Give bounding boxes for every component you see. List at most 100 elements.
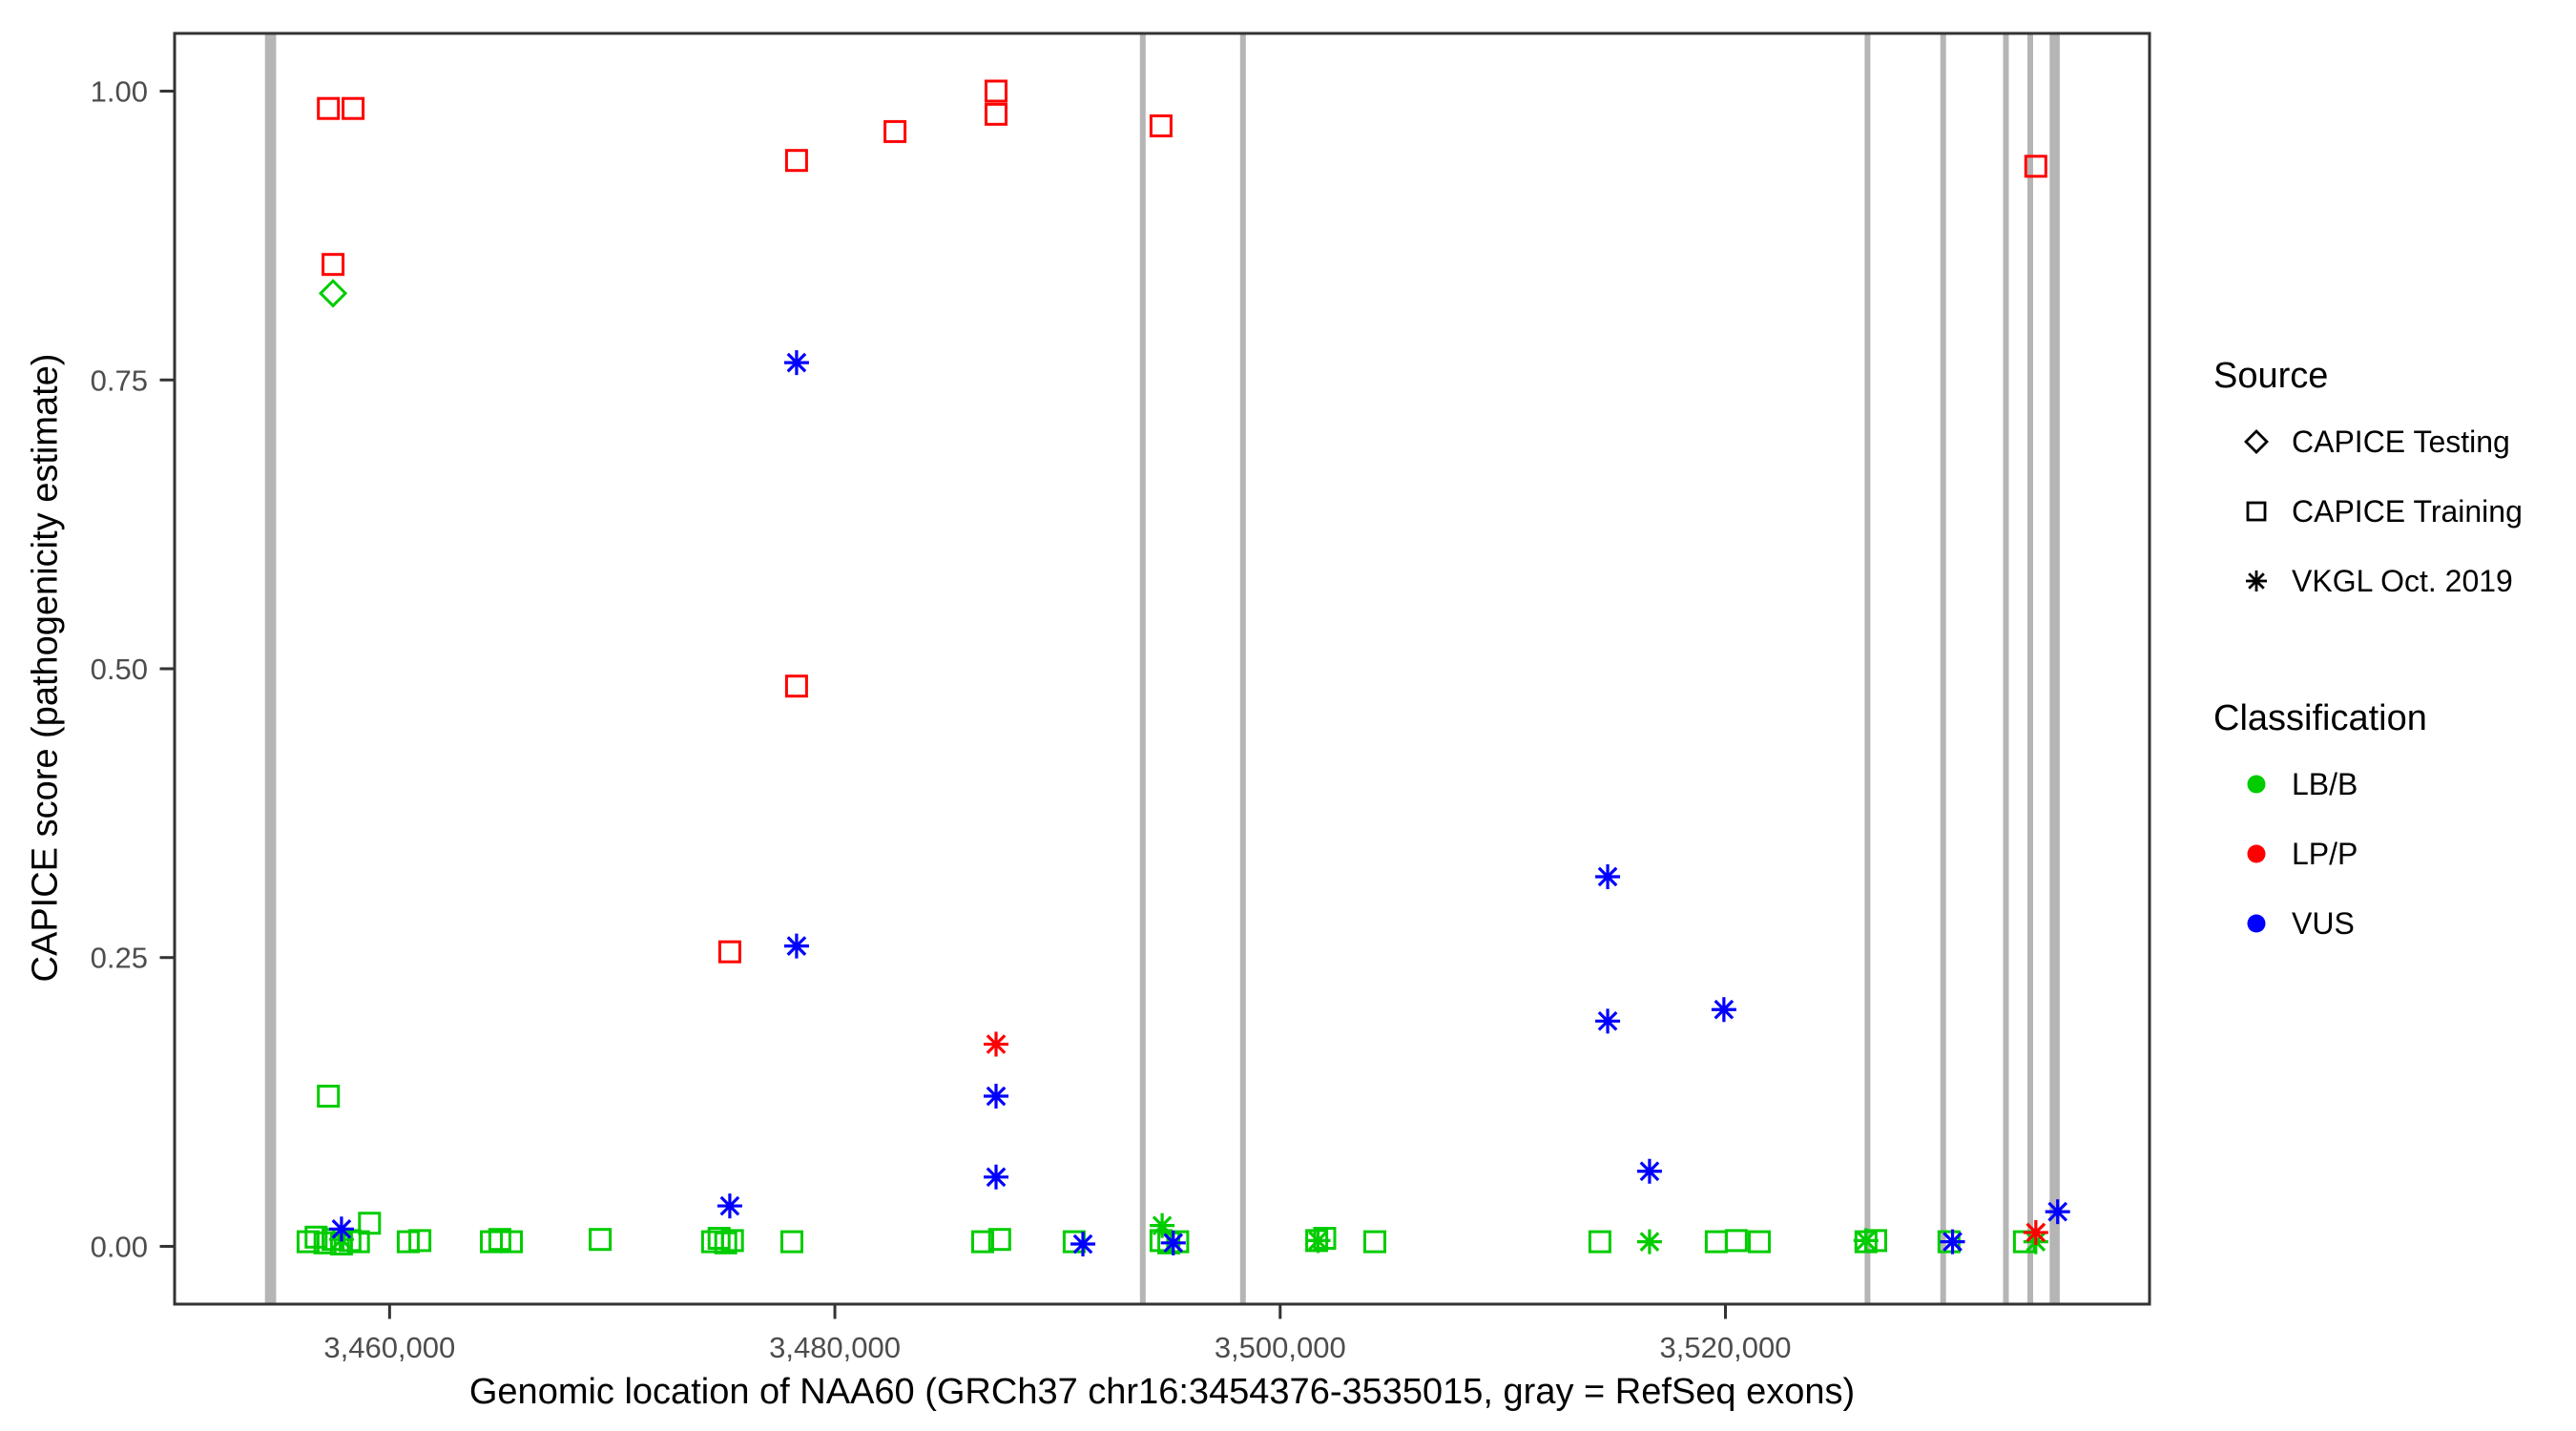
legend-classification-title: Classification xyxy=(2213,698,2427,738)
y-tick-label: 1.00 xyxy=(91,75,148,109)
circle-icon xyxy=(2247,775,2266,794)
data-point-square xyxy=(317,1085,341,1108)
data-point-asterisk xyxy=(1150,1213,1175,1238)
data-point-square xyxy=(313,1231,337,1255)
data-point-square xyxy=(396,1230,420,1254)
data-point-square xyxy=(883,119,907,143)
data-point-square xyxy=(720,1229,744,1253)
legend-item-label: CAPICE Testing xyxy=(2292,424,2510,459)
asterisk-icon xyxy=(2246,570,2267,591)
data-point-asterisk xyxy=(328,1216,354,1242)
circle-icon xyxy=(2247,844,2266,863)
exon-bar xyxy=(1239,33,1246,1304)
glyph-shape xyxy=(2246,501,2267,522)
data-point-square xyxy=(1748,1230,1771,1254)
y-axis-title: CAPICE score (pathogenicity estimate) xyxy=(25,353,66,983)
glyph-shape xyxy=(2247,775,2266,794)
data-point-square xyxy=(488,1228,511,1252)
data-point-asterisk xyxy=(1636,1158,1662,1184)
legend: Source CAPICE Testing CAPICE Training VKGL… xyxy=(2213,355,2557,1040)
data-point-square xyxy=(985,79,1008,103)
exon-bar xyxy=(1139,33,1146,1304)
data-point-square xyxy=(589,1228,613,1252)
data-point-diamond xyxy=(318,279,348,308)
data-point-square xyxy=(985,102,1008,126)
x-tick-label: 3,520,000 xyxy=(1660,1331,1792,1364)
data-point-square xyxy=(707,1227,731,1250)
data-point-square xyxy=(2024,155,2047,178)
data-point-asterisk xyxy=(1636,1229,1662,1255)
data-point-square xyxy=(1724,1229,1748,1253)
legend-item-label: LB/B xyxy=(2292,766,2358,801)
legend-item: VKGL Oct. 2019 xyxy=(2213,560,2557,602)
x-tick-label: 3,460,000 xyxy=(323,1331,455,1364)
data-point-asterisk xyxy=(1160,1230,1186,1255)
data-point-asterisk xyxy=(783,350,809,376)
glyph-shape xyxy=(2247,844,2266,863)
data-point-square xyxy=(408,1229,432,1253)
glyph-shape xyxy=(2244,429,2269,454)
data-point-square xyxy=(317,96,341,120)
exon-bar xyxy=(1864,33,1871,1304)
data-point-square xyxy=(784,149,808,173)
x-tick-label: 3,500,000 xyxy=(1215,1331,1346,1364)
data-point-square xyxy=(358,1212,382,1235)
exon-bar xyxy=(264,33,277,1304)
legend-item: CAPICE Training xyxy=(2213,490,2557,532)
square-icon xyxy=(2246,501,2267,522)
glyph-shape xyxy=(2247,914,2266,933)
data-point-asterisk xyxy=(1070,1232,1096,1257)
circle-icon xyxy=(2247,914,2266,933)
exon-bar xyxy=(2027,33,2033,1304)
panel-border xyxy=(173,31,2151,1306)
data-point-square xyxy=(296,1230,320,1254)
x-axis-title: Genomic location of NAA60 (GRCh37 chr16:… xyxy=(468,1372,1856,1412)
diamond-icon xyxy=(2244,429,2269,454)
data-point-square xyxy=(987,1228,1011,1252)
data-point-asterisk xyxy=(1595,863,1621,889)
data-point-asterisk xyxy=(1305,1228,1331,1254)
legend-item-label: VKGL Oct. 2019 xyxy=(2292,563,2513,598)
data-point-square xyxy=(342,96,365,120)
legend-item-label: CAPICE Training xyxy=(2292,493,2523,529)
legend-item: LB/B xyxy=(2213,763,2557,805)
data-point-asterisk xyxy=(984,1164,1009,1190)
data-point-asterisk xyxy=(1595,1008,1621,1034)
data-point-asterisk xyxy=(717,1193,742,1219)
data-point-square xyxy=(500,1230,523,1254)
legend-classification-items: LB/B LP/P VUS xyxy=(2213,763,2557,944)
legend-item-label: LP/P xyxy=(2292,836,2358,871)
legend-source-group: Source CAPICE Testing CAPICE Training VKGL… xyxy=(2213,355,2557,602)
data-point-square xyxy=(784,674,808,698)
glyph-shape xyxy=(2246,570,2267,591)
exon-bar xyxy=(2003,33,2009,1304)
legend-classification-group: Classification LB/B LP/P VUS xyxy=(2213,697,2557,944)
data-point-square xyxy=(1363,1230,1386,1254)
data-point-square xyxy=(1588,1230,1611,1254)
data-point-asterisk xyxy=(1853,1228,1879,1254)
data-point-square xyxy=(322,253,345,277)
data-point-square xyxy=(971,1230,994,1254)
exon-bar xyxy=(2049,33,2060,1304)
y-tick-label: 0.75 xyxy=(91,363,148,397)
data-point-square xyxy=(1149,114,1173,137)
legend-item: CAPICE Testing xyxy=(2213,421,2557,463)
legend-source-items: CAPICE Testing CAPICE Training VKGL Oct. 2… xyxy=(2213,421,2557,602)
y-tick-label: 0.50 xyxy=(91,653,148,686)
y-tick-label: 0.00 xyxy=(91,1230,148,1263)
data-point-asterisk xyxy=(783,933,809,959)
data-point-square xyxy=(780,1230,803,1254)
data-point-asterisk xyxy=(2045,1199,2070,1225)
y-tick-label: 0.25 xyxy=(91,942,148,975)
data-point-square xyxy=(346,1230,370,1254)
data-point-square xyxy=(1704,1230,1728,1254)
data-point-asterisk xyxy=(984,1084,1009,1110)
data-point-asterisk xyxy=(984,1031,1009,1057)
data-point-square xyxy=(717,940,741,964)
exon-bar xyxy=(1940,33,1946,1304)
x-tick-label: 3,480,000 xyxy=(769,1331,901,1364)
data-point-asterisk xyxy=(1940,1229,1965,1255)
data-point-asterisk xyxy=(1711,997,1736,1023)
